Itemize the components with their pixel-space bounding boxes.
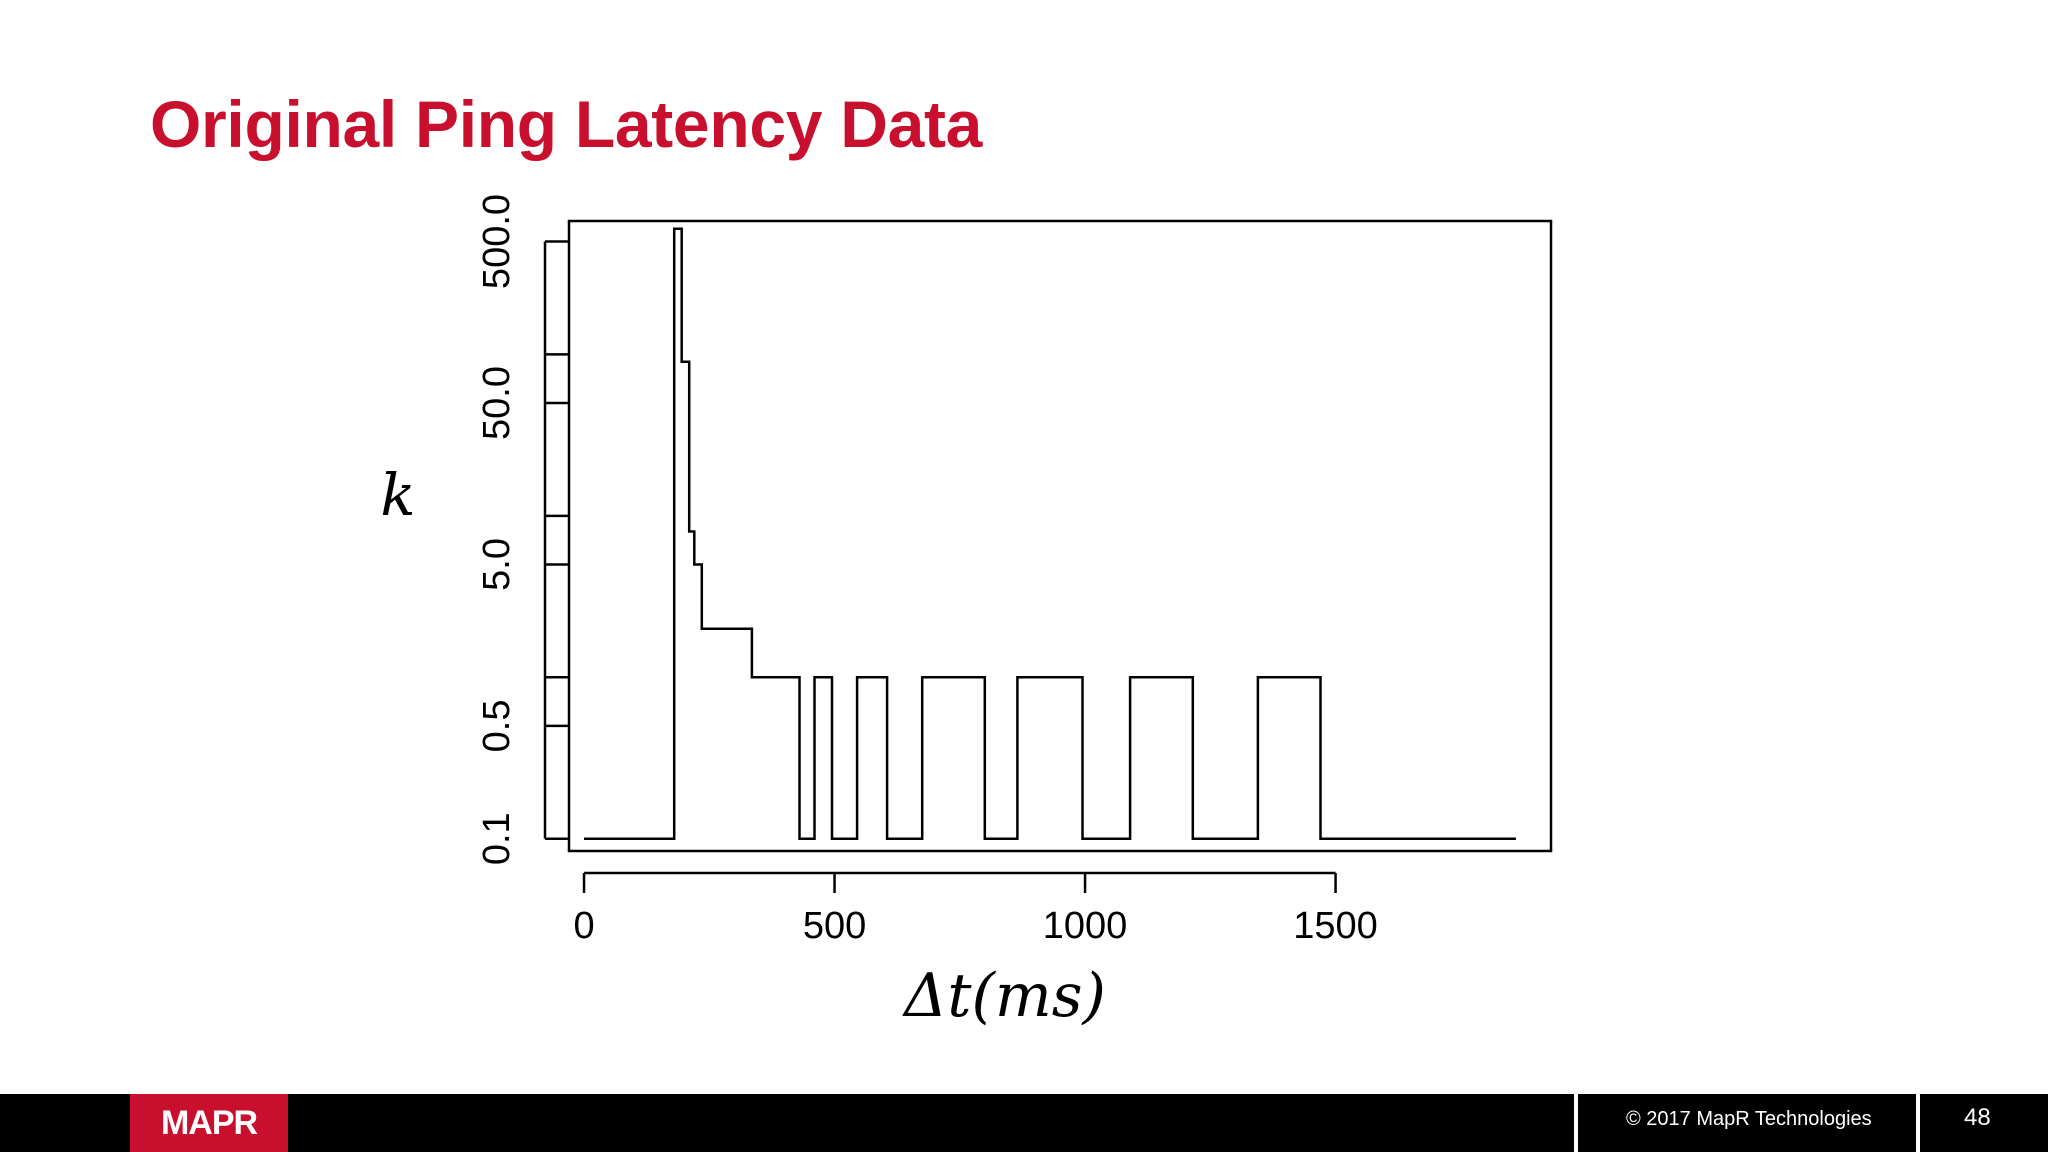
logo-text: MAPR xyxy=(160,1103,258,1142)
footer-divider-left xyxy=(1574,1094,1578,1152)
y-tick-label: 500.0 xyxy=(476,194,518,289)
latency-chart: 0 500 1000 1500 0.1 0.5 5.0 50.0 500.0 Δt(ms) k xyxy=(380,194,1553,1031)
footer-bar: MAPR © 2017 MapR Technologies 48 xyxy=(0,1094,2048,1152)
x-axis-title: Δt(ms) xyxy=(902,961,1106,1031)
x-tick-label: 1000 xyxy=(1043,905,1128,947)
y-axis: 0.1 0.5 5.0 50.0 500.0 xyxy=(476,194,569,865)
y-tick-label: 0.5 xyxy=(476,700,518,753)
copyright-text: © 2017 MapR Technologies xyxy=(1626,1108,1872,1130)
x-tick-label: 500 xyxy=(803,905,866,947)
x-axis: 0 500 1000 1500 xyxy=(573,871,1378,947)
footer-divider-right xyxy=(1916,1094,1920,1152)
plot-frame xyxy=(567,219,1553,853)
slide-title: Original Ping Latency Data xyxy=(150,87,983,161)
y-tick-label: 0.1 xyxy=(476,812,518,865)
x-tick-label: 0 xyxy=(573,905,594,947)
x-tick-label: 1500 xyxy=(1293,905,1378,947)
mapr-logo: MAPR xyxy=(130,1094,288,1152)
latency-step-line xyxy=(584,227,1516,841)
y-tick-label: 5.0 xyxy=(476,538,518,591)
y-axis-title: k xyxy=(380,461,415,529)
y-tick-label: 50.0 xyxy=(476,366,518,440)
page-number: 48 xyxy=(1964,1104,1991,1131)
